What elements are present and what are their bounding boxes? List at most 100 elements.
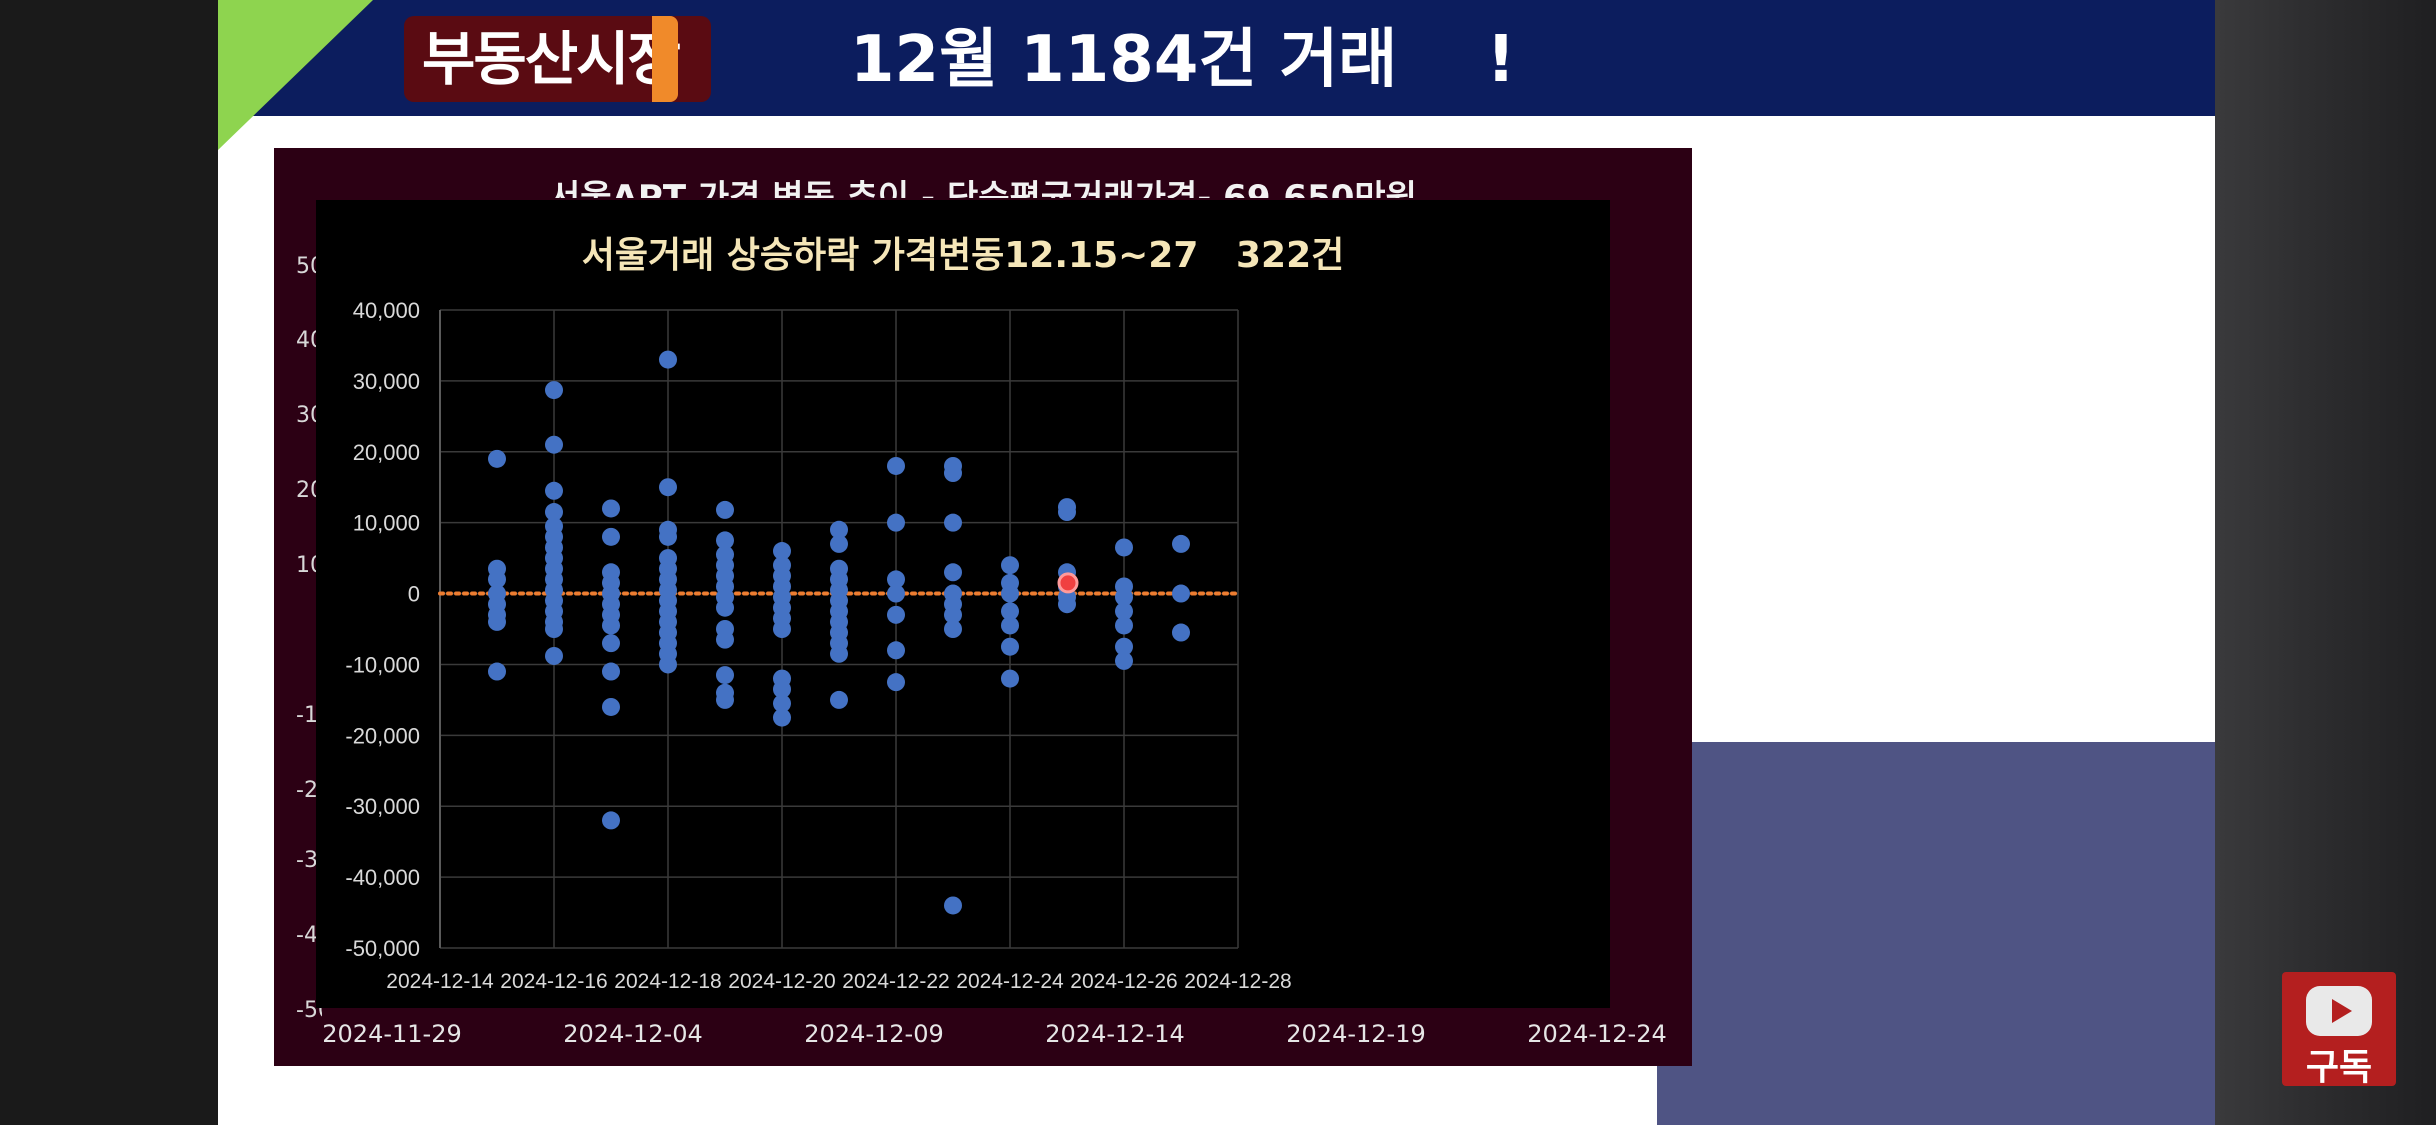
- youtube-play-icon: [2306, 986, 2372, 1036]
- data-point: [944, 513, 962, 532]
- data-point: [659, 527, 677, 546]
- data-point: [830, 534, 848, 553]
- y-tick-label: -20,000: [345, 723, 420, 748]
- data-point: [545, 435, 563, 454]
- cursor-highlight: [1057, 572, 1079, 594]
- data-point: [602, 811, 620, 830]
- data-point: [716, 630, 734, 649]
- data-point: [1115, 602, 1133, 621]
- data-point: [488, 662, 506, 681]
- x-tick-label: 2024-12-26: [1070, 970, 1177, 993]
- category-accent: [652, 16, 678, 102]
- data-point: [1058, 595, 1076, 614]
- data-point: [773, 694, 791, 713]
- data-point: [773, 708, 791, 727]
- background-x-tick: 2024-12-19: [1286, 1020, 1426, 1048]
- data-point: [944, 896, 962, 915]
- subscribe-label: 구독: [2305, 1047, 2373, 1088]
- data-point: [545, 381, 563, 400]
- data-point: [830, 644, 848, 663]
- y-tick-label: -30,000: [345, 794, 420, 819]
- data-point: [773, 680, 791, 699]
- data-point: [1172, 623, 1190, 642]
- background-chart-title: 서울APT 가격 변동 추이 - 단순평균거래가격- 69,650만원: [549, 178, 1417, 198]
- data-point: [830, 690, 848, 709]
- data-point: [602, 697, 620, 716]
- data-point: [944, 464, 962, 483]
- data-point: [659, 655, 677, 674]
- data-point: [944, 620, 962, 638]
- data-point: [1115, 616, 1133, 635]
- data-point: [1172, 584, 1190, 603]
- data-point: [545, 620, 563, 638]
- data-point: [488, 570, 506, 589]
- decorative-panel: [1657, 742, 2215, 1125]
- data-point: [1001, 669, 1019, 688]
- data-point: [887, 641, 905, 660]
- x-tick-label: 2024-12-28: [1184, 970, 1291, 993]
- chart-title: 서울거래 상승하락 가격변동12.15~27 322건: [581, 235, 1345, 276]
- data-point: [887, 456, 905, 475]
- left-letterbox: [0, 0, 218, 1125]
- y-tick-label: 10,000: [353, 511, 420, 536]
- data-point: [1115, 588, 1133, 607]
- background-x-tick: 2024-11-29: [322, 1020, 462, 1048]
- data-point: [887, 570, 905, 589]
- data-point: [602, 499, 620, 518]
- y-tick-label: -50,000: [345, 936, 420, 961]
- background-x-tick: 2024-12-04: [563, 1020, 703, 1048]
- data-point: [1001, 584, 1019, 603]
- data-point: [659, 350, 677, 369]
- y-tick-label: 20,000: [353, 440, 420, 465]
- slide: 부동산시장 12월 1184건 거래 ! 서울APT 가격 변동 추이 - 단순…: [218, 0, 2215, 1125]
- data-point: [545, 503, 563, 522]
- y-tick-label: 30,000: [353, 369, 420, 394]
- headline: 12월 1184건 거래 !: [850, 23, 1516, 97]
- y-tick-label: 40,000: [353, 298, 420, 323]
- data-point: [830, 520, 848, 539]
- x-tick-label: 2024-12-22: [842, 970, 949, 993]
- data-point: [716, 666, 734, 685]
- data-point: [1001, 556, 1019, 575]
- y-tick-label: 0: [408, 582, 420, 607]
- x-tick-label: 2024-12-16: [500, 970, 607, 993]
- data-point: [716, 531, 734, 550]
- data-point: [545, 646, 563, 665]
- scatter-chart: 서울거래 상승하락 가격변동12.15~27 322건 40,000 30,000…: [316, 200, 1610, 1008]
- data-point: [773, 620, 791, 638]
- data-point: [773, 542, 791, 561]
- x-tick-label: 2024-12-14: [386, 970, 494, 993]
- x-tick-label: 2024-12-24: [956, 970, 1064, 993]
- data-point: [887, 673, 905, 692]
- data-point: [602, 634, 620, 653]
- background-x-tick: 2024-12-24: [1527, 1020, 1667, 1048]
- data-point: [1115, 637, 1133, 656]
- x-tick-label: 2024-12-18: [614, 970, 721, 993]
- data-point: [1115, 538, 1133, 557]
- data-point: [944, 563, 962, 582]
- right-letterbox: [2215, 0, 2436, 1125]
- data-point: [716, 690, 734, 709]
- data-point: [488, 612, 506, 631]
- background-x-tick: 2024-12-09: [804, 1020, 944, 1048]
- data-point: [1001, 602, 1019, 621]
- scatter-plot-area: 40,000 30,000 20,000 10,000 0 -10,000 -20,000 -…: [345, 298, 1291, 993]
- data-point: [1115, 651, 1133, 670]
- data-point: [716, 598, 734, 617]
- data-point: [887, 513, 905, 532]
- data-point: [602, 662, 620, 681]
- data-point: [602, 616, 620, 635]
- background-x-tick: 2024-12-14: [1045, 1020, 1185, 1048]
- data-point: [1058, 503, 1076, 522]
- data-point: [1172, 534, 1190, 553]
- y-tick-label: -10,000: [345, 652, 420, 677]
- data-point: [1001, 637, 1019, 656]
- data-point: [659, 478, 677, 497]
- data-point: [716, 500, 734, 519]
- data-point: [545, 481, 563, 500]
- subscribe-button[interactable]: 구독: [2282, 972, 2396, 1088]
- data-point: [887, 605, 905, 624]
- banner-stripe: [218, 116, 2215, 120]
- data-point: [488, 449, 506, 468]
- data-point: [602, 527, 620, 546]
